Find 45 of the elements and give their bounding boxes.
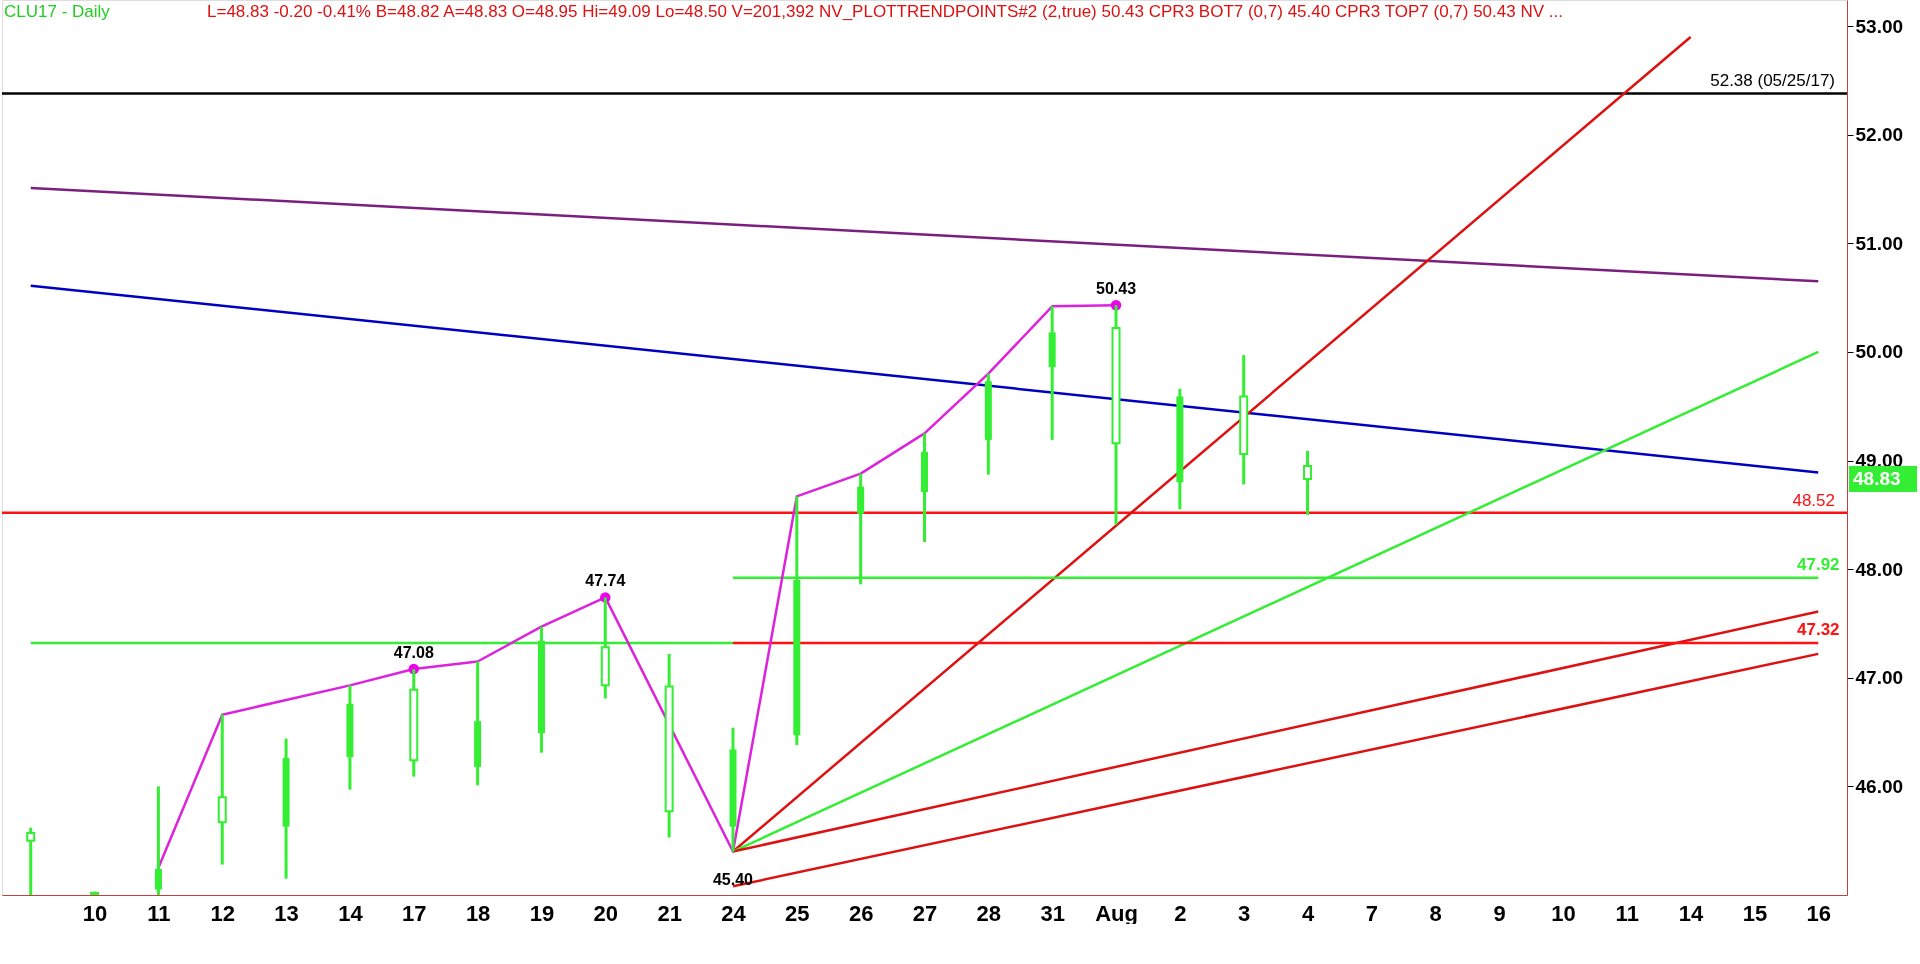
x-tick-label: 19 — [529, 900, 555, 926]
annotation: 47.32 — [1797, 620, 1840, 640]
x-tick-label: 17 — [402, 900, 427, 926]
x-tick-label: 31 — [1040, 900, 1065, 926]
y-tick-label: 46.00 — [1855, 775, 1904, 797]
x-tick-label: 2 — [1174, 900, 1187, 926]
chart-title: CLU17 - Daily — [4, 2, 111, 21]
y-tick-label: 47.00 — [1855, 667, 1904, 689]
x-tick-label: 14 — [338, 900, 364, 926]
x-tick-label: 24 — [721, 900, 747, 926]
annotation: 47.92 — [1797, 554, 1840, 574]
x-tick-label: 28 — [976, 900, 1002, 926]
y-tick-label: 48.00 — [1855, 558, 1904, 580]
y-tick-label: 51.00 — [1855, 232, 1904, 254]
ref-line-label: 48.52 — [1792, 490, 1835, 510]
x-tick-label: 20 — [593, 900, 619, 926]
x-tick-label: 9 — [1493, 900, 1506, 926]
annotation: 50.43 — [1096, 280, 1137, 298]
y-tick-label: 53.00 — [1855, 15, 1904, 37]
annotation: 47.74 — [585, 572, 626, 590]
x-tick-label: 11 — [147, 900, 171, 926]
y-tick-label: 50.00 — [1855, 341, 1904, 363]
x-tick-label: 8 — [1429, 900, 1442, 926]
text: 48.83 — [1853, 468, 1901, 489]
x-tick-label: 13 — [274, 900, 299, 926]
ref-line-label: 52.38 (05/25/17) — [1710, 71, 1835, 91]
annotation: 47.08 — [393, 644, 434, 662]
x-tick-label: 14 — [1678, 900, 1705, 926]
x-tick-label: 26 — [848, 900, 874, 926]
chart-subtitle: L=48.83 -0.20 -0.41% B=48.82 A=48.83 O=48.95 Hi=49.09 Lo=48.50 V=201,392 NV_PLOTTRENDPOINTS#2 (2,true) 50.43 CPR3 BOT7 (0,7) 45.40 CPR3 TOP7 (0,7) 50.43 NV ... — [207, 2, 1563, 21]
x-tick-label: 4 — [1301, 900, 1315, 926]
x-tick-label: 18 — [465, 900, 491, 926]
annotation: 45.40 — [712, 870, 754, 888]
x-tick-label: 3 — [1238, 900, 1251, 926]
x-tick-label: 25 — [785, 900, 810, 926]
x-tick-label: 10 — [1551, 900, 1576, 926]
x-tick-label: 16 — [1806, 900, 1832, 926]
x-tick-label: 11 — [1615, 900, 1639, 926]
x-tick-label: 7 — [1365, 900, 1379, 926]
x-tick-label: 12 — [210, 900, 235, 926]
x-tick-label: 21 — [657, 900, 682, 926]
x-tick-label: 27 — [912, 900, 938, 926]
y-tick-label: 52.00 — [1855, 124, 1904, 146]
x-tick-label: 10 — [82, 900, 108, 926]
x-tick-label: 15 — [1742, 900, 1768, 926]
